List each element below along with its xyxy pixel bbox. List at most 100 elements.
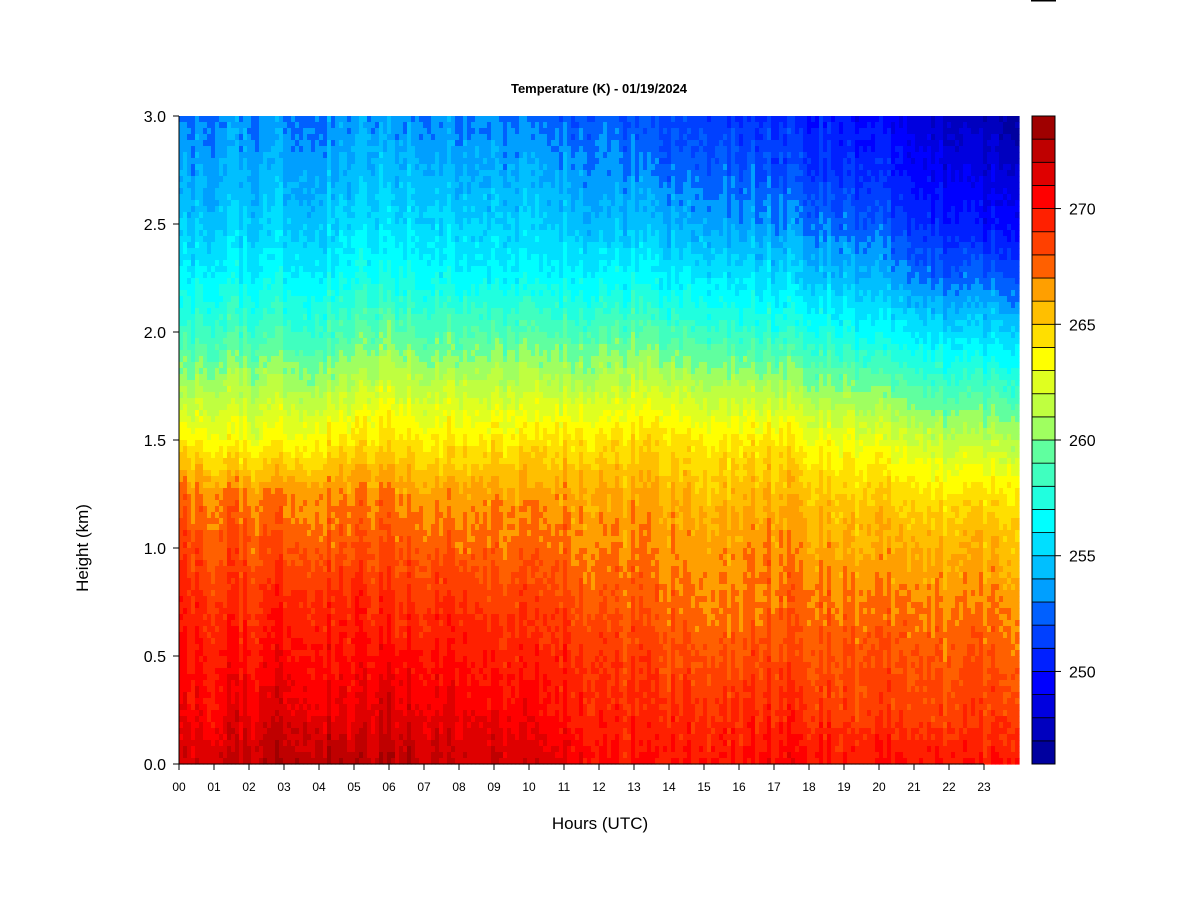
heatmap-cell	[243, 392, 248, 399]
heatmap-cell	[319, 752, 324, 759]
heatmap-cell	[339, 710, 344, 717]
heatmap-cell	[355, 242, 360, 249]
heatmap-cell	[291, 272, 296, 279]
heatmap-cell	[207, 170, 212, 177]
heatmap-cell	[211, 704, 216, 711]
heatmap-cell	[243, 746, 248, 753]
heatmap-cell	[299, 680, 304, 687]
heatmap-cell	[335, 218, 340, 225]
heatmap-cell	[343, 566, 348, 573]
heatmap-cell	[283, 566, 288, 573]
heatmap-cell	[335, 248, 340, 255]
heatmap-cell	[283, 710, 288, 717]
heatmap-cell	[239, 566, 244, 573]
heatmap-cell	[347, 752, 352, 759]
heatmap-cell	[339, 548, 344, 555]
heatmap-cell	[347, 662, 352, 669]
heatmap-cell	[275, 650, 280, 657]
heatmap-cell	[215, 728, 220, 735]
heatmap-cell	[235, 752, 240, 759]
heatmap-cell	[351, 524, 356, 531]
heatmap-cell	[279, 686, 284, 693]
heatmap-cell	[355, 380, 360, 387]
heatmap-cell	[263, 392, 268, 399]
heatmap-cell	[327, 176, 332, 183]
heatmap-cell	[183, 614, 188, 621]
heatmap-cell	[239, 242, 244, 249]
heatmap-cell	[251, 422, 256, 429]
heatmap-cell	[243, 320, 248, 327]
heatmap-cell	[271, 752, 276, 759]
heatmap-cell	[199, 284, 204, 291]
heatmap-cell	[247, 428, 252, 435]
heatmap-cell	[331, 356, 336, 363]
heatmap-cell	[335, 758, 340, 765]
heatmap-cell	[283, 518, 288, 525]
heatmap-cell	[271, 428, 276, 435]
heatmap-cell	[355, 140, 360, 147]
heatmap-cell	[347, 740, 352, 747]
heatmap-cell	[315, 206, 320, 213]
heatmap-cell	[339, 476, 344, 483]
heatmap-cell	[243, 572, 248, 579]
heatmap-cell	[263, 458, 268, 465]
heatmap-cell	[339, 680, 344, 687]
heatmap-cell	[295, 404, 300, 411]
heatmap-cell	[239, 530, 244, 537]
heatmap-cell	[235, 332, 240, 339]
heatmap-cell	[319, 512, 324, 519]
heatmap-cell	[275, 134, 280, 141]
heatmap-cell	[183, 374, 188, 381]
heatmap-cell	[287, 290, 292, 297]
heatmap-cell	[331, 488, 336, 495]
heatmap-cell	[295, 740, 300, 747]
heatmap-cell	[207, 320, 212, 327]
heatmap-cell	[179, 746, 184, 753]
heatmap-cell	[303, 236, 308, 243]
heatmap-cell	[235, 152, 240, 159]
heatmap-cell	[187, 542, 192, 549]
heatmap-cell	[315, 296, 320, 303]
heatmap-cell	[179, 302, 184, 309]
heatmap-cell	[187, 506, 192, 513]
heatmap-cell	[323, 248, 328, 255]
heatmap-cell	[255, 692, 260, 699]
heatmap-cell	[363, 218, 368, 225]
heatmap-cell	[187, 422, 192, 429]
heatmap-cell	[211, 548, 216, 555]
heatmap-cell	[279, 206, 284, 213]
heatmap-cell	[351, 758, 356, 765]
heatmap-cell	[235, 746, 240, 753]
heatmap-cell	[243, 590, 248, 597]
heatmap-cell	[291, 494, 296, 501]
heatmap-cell	[327, 320, 332, 327]
heatmap-cell	[219, 338, 224, 345]
heatmap-cell	[183, 464, 188, 471]
heatmap-cell	[331, 218, 336, 225]
heatmap-cell	[227, 584, 232, 591]
heatmap-cell	[223, 584, 228, 591]
heatmap-cell	[267, 362, 272, 369]
heatmap-cell	[355, 578, 360, 585]
heatmap-cell	[279, 410, 284, 417]
heatmap-cell	[339, 290, 344, 297]
heatmap-cell	[299, 176, 304, 183]
heatmap-cell	[219, 716, 224, 723]
heatmap-cell	[335, 236, 340, 243]
heatmap-cell	[303, 632, 308, 639]
heatmap-cell	[307, 320, 312, 327]
heatmap-cell	[315, 122, 320, 129]
heatmap-cell	[291, 428, 296, 435]
heatmap-cell	[239, 626, 244, 633]
heatmap-cell	[347, 698, 352, 705]
heatmap-cell	[251, 308, 256, 315]
heatmap-cell	[231, 536, 236, 543]
heatmap-cell	[231, 176, 236, 183]
heatmap-cell	[359, 608, 364, 615]
heatmap-cell	[315, 332, 320, 339]
heatmap-cell	[195, 500, 200, 507]
heatmap-cell	[291, 404, 296, 411]
heatmap-cell	[355, 182, 360, 189]
heatmap-cell	[299, 164, 304, 171]
heatmap-cell	[359, 128, 364, 135]
